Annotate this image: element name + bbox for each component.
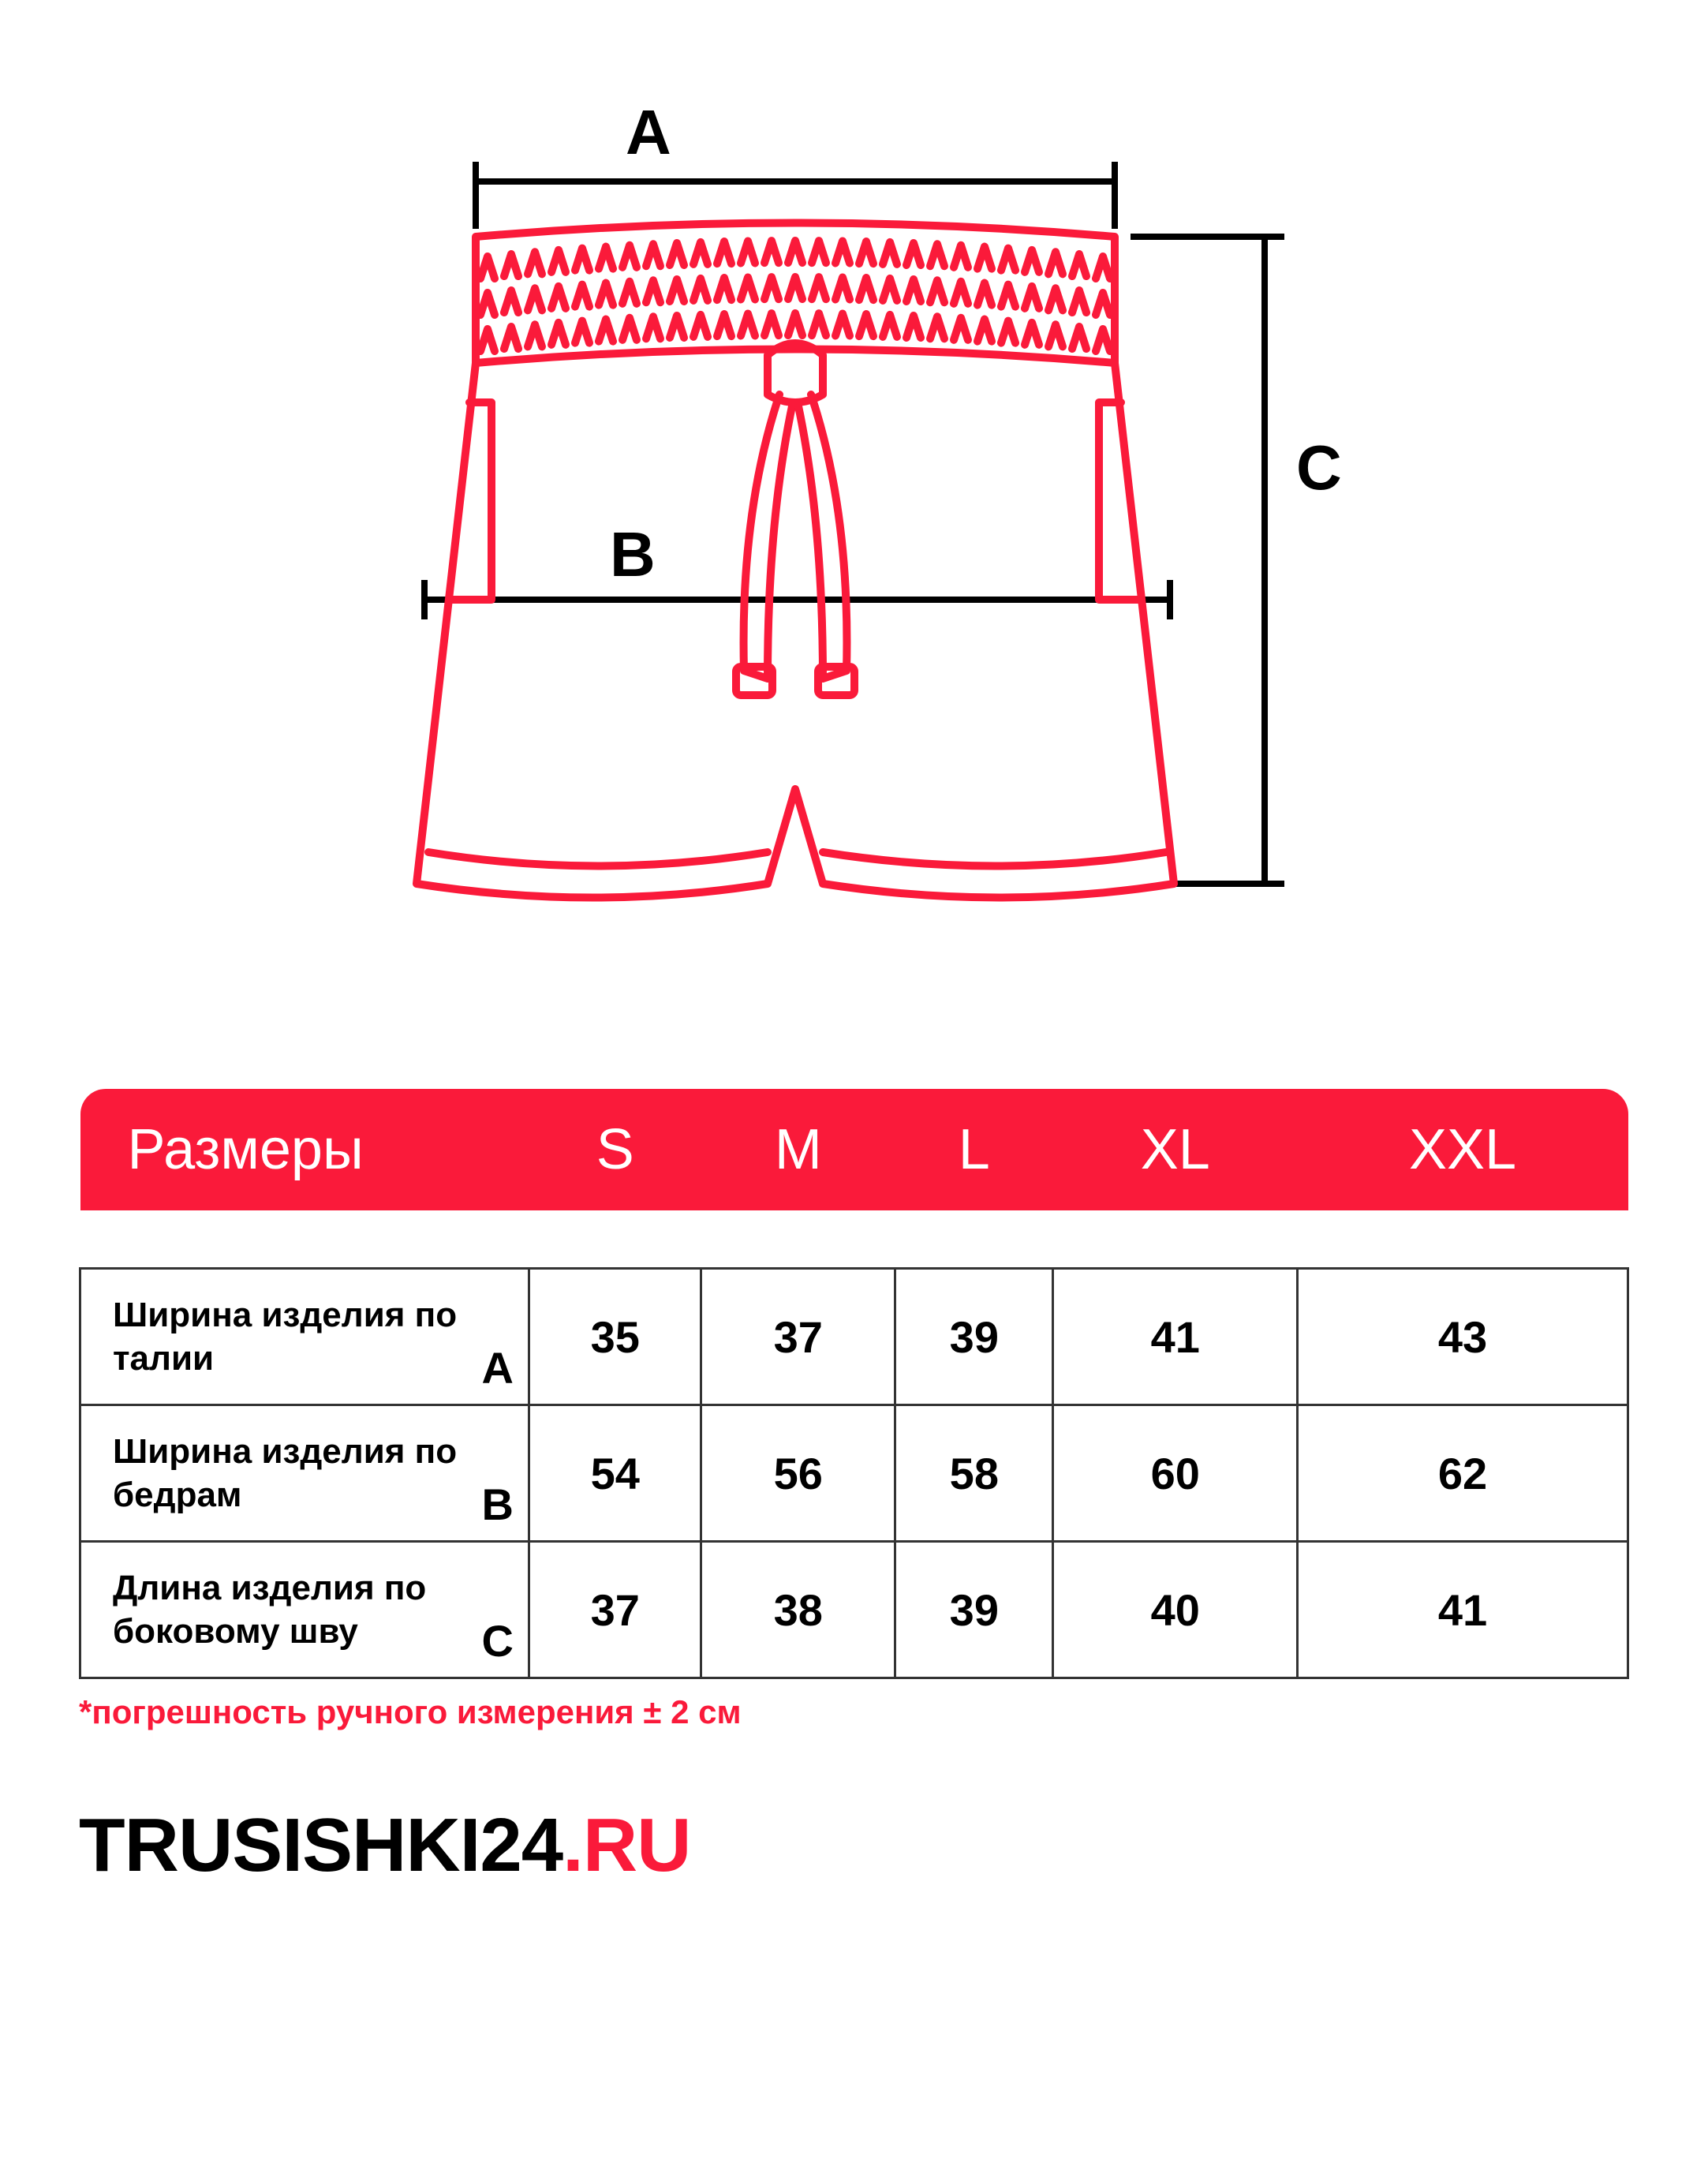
header-size-3: XL <box>1053 1089 1298 1210</box>
dim-label-a: A <box>626 97 671 167</box>
shorts-shape <box>417 223 1174 898</box>
size-table-body: Ширина изделия по талии A 35 37 39 41 43… <box>80 1210 1628 1678</box>
page-container: A C B <box>0 0 1708 1952</box>
row-b-val-0: 54 <box>529 1405 701 1542</box>
row-c-val-3: 40 <box>1053 1542 1298 1678</box>
dim-line-b <box>424 580 1170 619</box>
row-b-label: Ширина изделия по бедрам B <box>80 1405 529 1542</box>
size-table: Размеры S M L XL XXL Ширина изделия по т… <box>79 1089 1629 1679</box>
row-a-val-2: 39 <box>895 1269 1053 1405</box>
table-row: Длина изделия по боковому шву C 37 38 39… <box>80 1542 1628 1678</box>
diagram-area: A C B <box>79 95 1629 963</box>
header-size-2: L <box>895 1089 1053 1210</box>
shorts-diagram: A C B <box>263 95 1446 963</box>
row-b-val-4: 62 <box>1298 1405 1628 1542</box>
dim-label-c: C <box>1296 432 1342 503</box>
row-a-val-3: 41 <box>1053 1269 1298 1405</box>
row-b-val-3: 60 <box>1053 1405 1298 1542</box>
table-row: Ширина изделия по бедрам B 54 56 58 60 6… <box>80 1405 1628 1542</box>
row-c-val-2: 39 <box>895 1542 1053 1678</box>
size-table-head: Размеры S M L XL XXL <box>80 1089 1628 1210</box>
footnote: *погрешность ручного измерения ± 2 см <box>79 1693 1629 1731</box>
row-a-label: Ширина изделия по талии A <box>80 1269 529 1405</box>
row-a-val-0: 35 <box>529 1269 701 1405</box>
row-c-val-1: 38 <box>701 1542 895 1678</box>
row-c-val-4: 41 <box>1298 1542 1628 1678</box>
dim-line-c <box>1131 237 1284 884</box>
table-row: Ширина изделия по талии A 35 37 39 41 43 <box>80 1269 1628 1405</box>
row-b-val-2: 58 <box>895 1405 1053 1542</box>
dim-line-a <box>476 162 1115 229</box>
brand: TRUSISHKI24.RU <box>79 1802 1629 1889</box>
brand-suffix: .RU <box>562 1803 690 1887</box>
brand-main: TRUSISHKI24 <box>79 1803 562 1887</box>
header-size-4: XXL <box>1298 1089 1628 1210</box>
row-a-val-4: 43 <box>1298 1269 1628 1405</box>
header-label: Размеры <box>80 1089 529 1210</box>
row-b-val-1: 56 <box>701 1405 895 1542</box>
row-a-val-1: 37 <box>701 1269 895 1405</box>
dim-label-b: B <box>610 519 656 589</box>
row-c-label: Длина изделия по боковому шву C <box>80 1542 529 1678</box>
row-c-val-0: 37 <box>529 1542 701 1678</box>
header-size-0: S <box>529 1089 701 1210</box>
header-size-1: M <box>701 1089 895 1210</box>
